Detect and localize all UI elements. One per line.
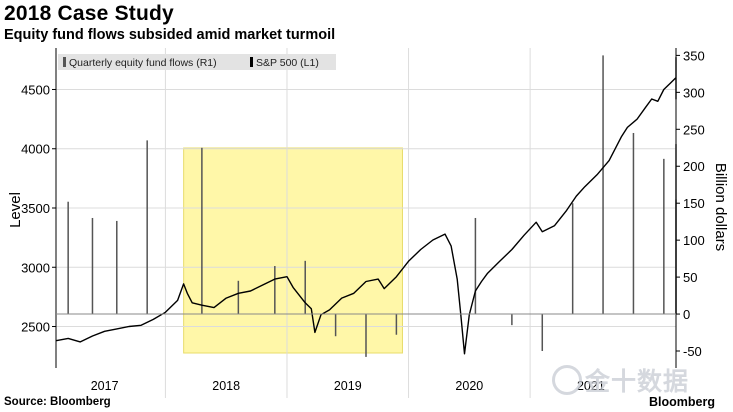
fund-flow-bar — [67, 201, 69, 315]
right-tick-label: 350 — [683, 48, 705, 63]
x-tick-labels: 2017 2018 2019 2020 2021 — [91, 379, 605, 393]
fund-flow-bar — [304, 260, 306, 315]
watermark-text: 金十数据 — [585, 368, 690, 396]
right-tick-label: 300 — [683, 85, 705, 100]
fund-flow-bar — [474, 217, 477, 315]
highlight-band-layer — [183, 147, 403, 354]
right-tick-label: 50 — [683, 270, 697, 285]
fund-flow-bar — [602, 55, 604, 315]
source-note: Source: Bloomberg — [4, 396, 111, 408]
fund-flow-bar — [541, 314, 544, 352]
fund-flow-bar — [334, 314, 337, 337]
sp500-line — [55, 56, 677, 355]
right-tick-label: 0 — [683, 307, 690, 322]
watermark: 金十数据 — [552, 362, 689, 398]
fund-flow-bar — [511, 314, 513, 326]
fund-flow-bar — [571, 203, 574, 315]
fund-flow-bar — [663, 158, 665, 315]
legend-swatch-flows — [63, 57, 66, 67]
right-tick-label: 200 — [683, 159, 705, 174]
highlight-band — [183, 147, 403, 354]
left-tick-label: 3500 — [21, 201, 50, 216]
x-tick-label: 2017 — [91, 379, 119, 393]
fund-flow-bar — [274, 266, 276, 315]
watermark-logo-icon — [552, 365, 582, 395]
fund-flow-bars — [67, 55, 677, 357]
left-axis-label: Level — [7, 192, 24, 228]
legend: Quarterly equity fund flows (R1) S&P 500… — [58, 54, 336, 70]
legend-label-sp500: S&P 500 (L1) — [256, 57, 319, 69]
brand-logo: Bloomberg — [649, 395, 715, 409]
left-tick-label: 2500 — [21, 320, 50, 335]
fund-flow-bar — [146, 140, 148, 315]
fund-flow-bar — [91, 217, 94, 315]
legend-swatch-sp500 — [250, 57, 253, 67]
x-tick-label: 2018 — [212, 379, 240, 393]
right-tick-label: 250 — [683, 122, 705, 137]
x-tick-label: 2021 — [577, 379, 605, 393]
right-tick-label: -50 — [683, 344, 702, 359]
left-tick-label: 4500 — [21, 82, 50, 97]
left-tick-label: 4000 — [21, 142, 50, 157]
right-tick-label: 100 — [683, 233, 705, 248]
legend-box — [58, 54, 336, 70]
fund-flow-bar — [237, 280, 240, 315]
right-axis-label: Billion dollars — [712, 163, 729, 251]
right-tick-label: 150 — [683, 196, 705, 211]
fund-flow-bar — [201, 147, 203, 315]
fund-flow-bar — [632, 132, 635, 315]
fund-flow-bar — [365, 314, 367, 357]
legend-label-flows: Quarterly equity fund flows (R1) — [69, 57, 217, 69]
chart-subtitle: Equity fund flows subsided amid market t… — [4, 27, 336, 43]
chart-title: 2018 Case Study — [4, 2, 174, 25]
x-tick-label: 2019 — [334, 379, 362, 393]
x-tick-label: 2020 — [455, 379, 483, 393]
fund-flow-bar — [116, 220, 118, 315]
left-tick-label: 3000 — [21, 260, 50, 275]
y-tick-labels: 2500 3000 3500 4000 4500 -50 0 50 100 150 200 250 30… — [21, 48, 705, 359]
sp500-line-layer — [55, 56, 677, 355]
fund-flow-bar — [395, 314, 398, 335]
